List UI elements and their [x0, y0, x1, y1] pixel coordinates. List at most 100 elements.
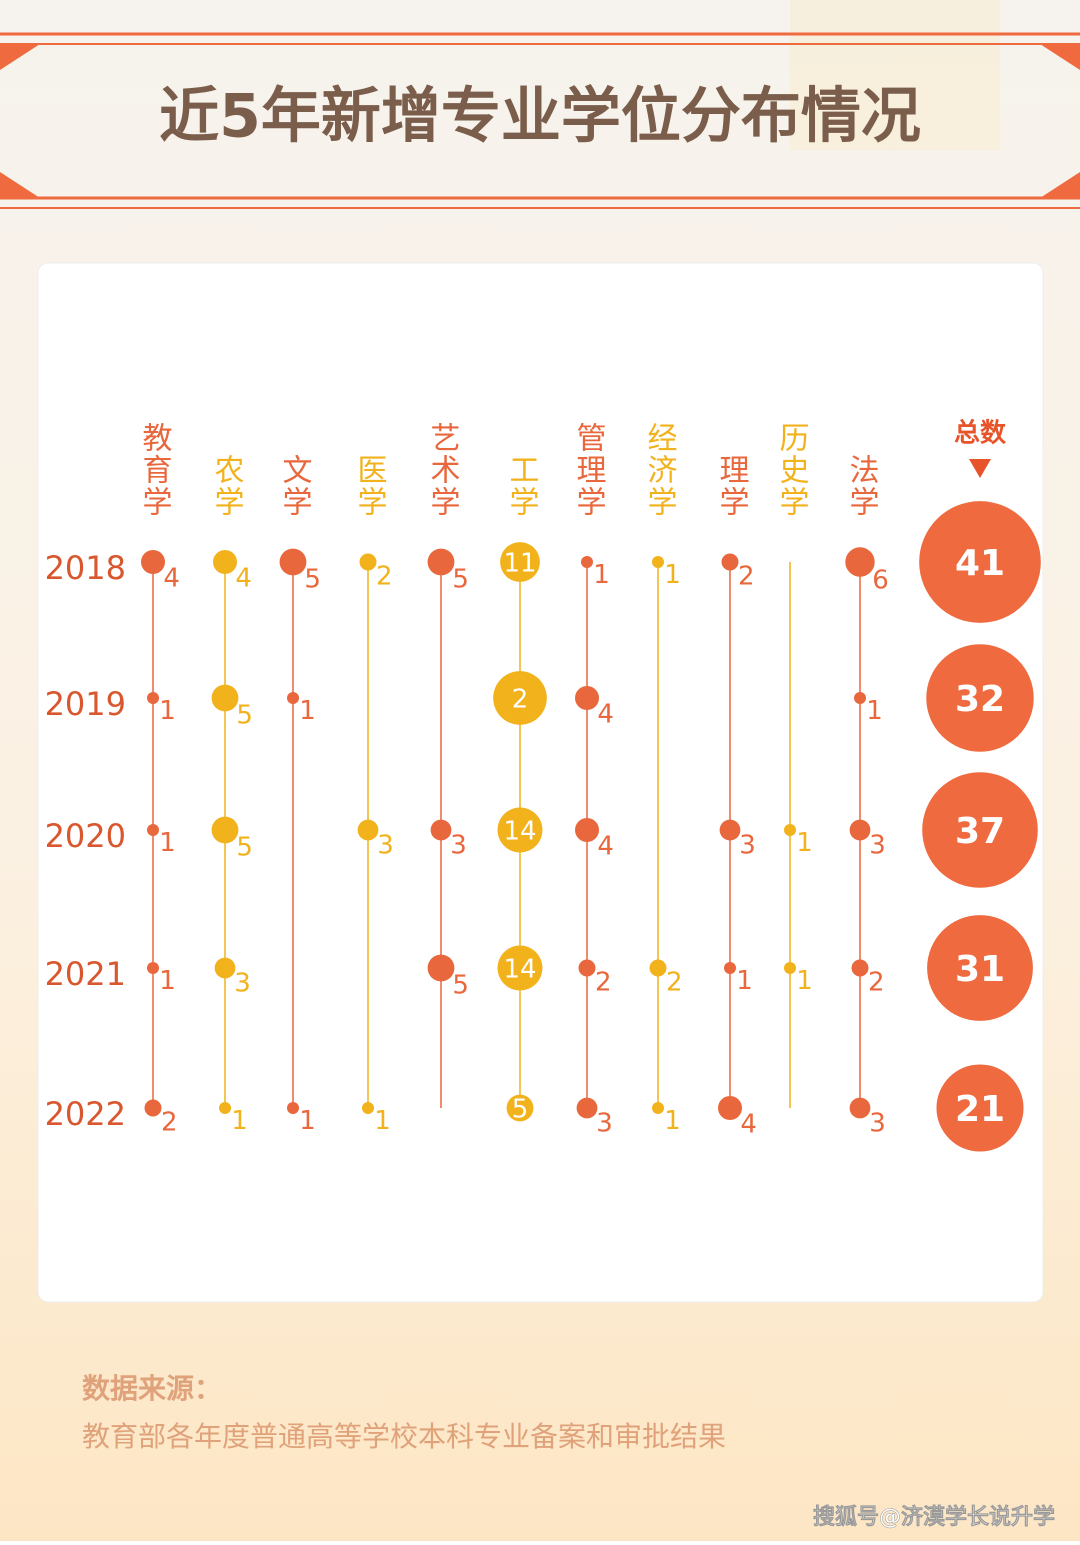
value-label: 3 [596, 1109, 613, 1139]
category-label: 艺术学 [425, 422, 460, 518]
bubble [427, 954, 455, 982]
bubble [851, 959, 869, 977]
bubble [854, 692, 866, 704]
category-label: 工学 [504, 454, 539, 518]
value-label: 1 [796, 966, 813, 996]
value-label: 3 [450, 831, 467, 861]
bubble [718, 1096, 742, 1120]
total-label: 37 [955, 811, 1005, 852]
total-bubble [922, 772, 1038, 888]
value-label: 14 [503, 817, 536, 847]
bubble [213, 550, 237, 574]
card [37, 262, 1044, 1303]
category-label: 历史学 [774, 422, 809, 518]
bubble [144, 1099, 162, 1117]
value-label: 1 [664, 1106, 681, 1136]
bubble [362, 1102, 374, 1114]
bubble [279, 548, 307, 576]
value-label: 5 [452, 565, 469, 595]
value-label: 4 [597, 700, 614, 730]
bubble [211, 684, 239, 712]
total-label: 21 [955, 1089, 1005, 1130]
category-label: 文学 [277, 454, 312, 518]
value-label: 5 [304, 565, 321, 595]
value-label: 5 [512, 1095, 529, 1125]
bubble [652, 556, 664, 568]
value-label: 1 [593, 560, 610, 590]
value-label: 1 [299, 1106, 316, 1136]
year-label: 2021 [45, 955, 126, 993]
value-label: 1 [374, 1106, 391, 1136]
total-label: 32 [955, 679, 1005, 720]
source-text: 教育部各年度普通高等学校本科专业备案和审批结果 [82, 1420, 726, 1453]
plot: 20182019202020212022教育学41112农学45531文学511… [45, 419, 1041, 1152]
value-label: 11 [503, 549, 536, 579]
bubble [724, 962, 736, 974]
bubble [211, 816, 239, 844]
bubble [141, 550, 165, 574]
value-label: 1 [664, 560, 681, 590]
value-label: 4 [740, 1110, 757, 1140]
total-bubble [926, 644, 1034, 752]
value-label: 6 [872, 565, 889, 595]
bubble [500, 542, 540, 582]
category-label: 经济学 [642, 422, 678, 518]
watermark: 搜狐号@济漠学长说升学 [813, 1504, 1055, 1530]
value-label: 1 [866, 696, 883, 726]
value-label: 1 [159, 696, 176, 726]
bubble [287, 1102, 299, 1114]
bubble [845, 547, 875, 577]
value-label: 2 [868, 968, 885, 998]
bubble [581, 556, 593, 568]
bubble [784, 824, 796, 836]
value-label: 4 [235, 564, 252, 594]
value-label: 2 [666, 968, 683, 998]
bubble [497, 807, 543, 853]
category-label: 法学 [844, 454, 879, 518]
bubble [652, 1102, 664, 1114]
value-label: 2 [595, 968, 612, 998]
total-bubble [919, 501, 1041, 623]
bubble [493, 671, 547, 725]
value-label: 3 [739, 831, 756, 861]
bubble [784, 962, 796, 974]
category-label: 医学 [352, 454, 387, 518]
bubble [214, 957, 236, 979]
bubble [147, 962, 159, 974]
value-label: 4 [597, 832, 614, 862]
bubble [219, 1102, 231, 1114]
bubble [497, 945, 543, 991]
bubble [849, 1097, 871, 1119]
year-label: 2022 [45, 1095, 126, 1133]
value-label: 1 [231, 1106, 248, 1136]
bubble [575, 686, 599, 710]
bubble [357, 819, 379, 841]
year-label: 2018 [45, 549, 126, 587]
value-label: 3 [377, 831, 394, 861]
bubble [506, 1094, 534, 1122]
totals-header: 总数 [954, 419, 1007, 449]
category-label: 管理学 [571, 422, 606, 518]
value-label: 1 [299, 696, 316, 726]
decor [790, 0, 1000, 150]
value-label: 5 [452, 971, 469, 1001]
bubble [147, 692, 159, 704]
bubble [147, 824, 159, 836]
year-label: 2020 [45, 817, 126, 855]
value-label: 2 [376, 562, 393, 592]
category-label: 教育学 [137, 422, 173, 518]
source-label: 数据来源： [82, 1372, 222, 1405]
value-label: 14 [503, 955, 536, 985]
value-label: 4 [163, 564, 180, 594]
total-bubble [936, 1064, 1024, 1152]
value-label: 2 [738, 562, 755, 592]
value-label: 1 [736, 966, 753, 996]
value-label: 1 [159, 966, 176, 996]
value-label: 1 [796, 828, 813, 858]
bubble [576, 1097, 598, 1119]
bubble [575, 818, 599, 842]
chart-title: 近5年新增专业学位分布情况 [159, 82, 921, 152]
bubble [359, 553, 377, 571]
